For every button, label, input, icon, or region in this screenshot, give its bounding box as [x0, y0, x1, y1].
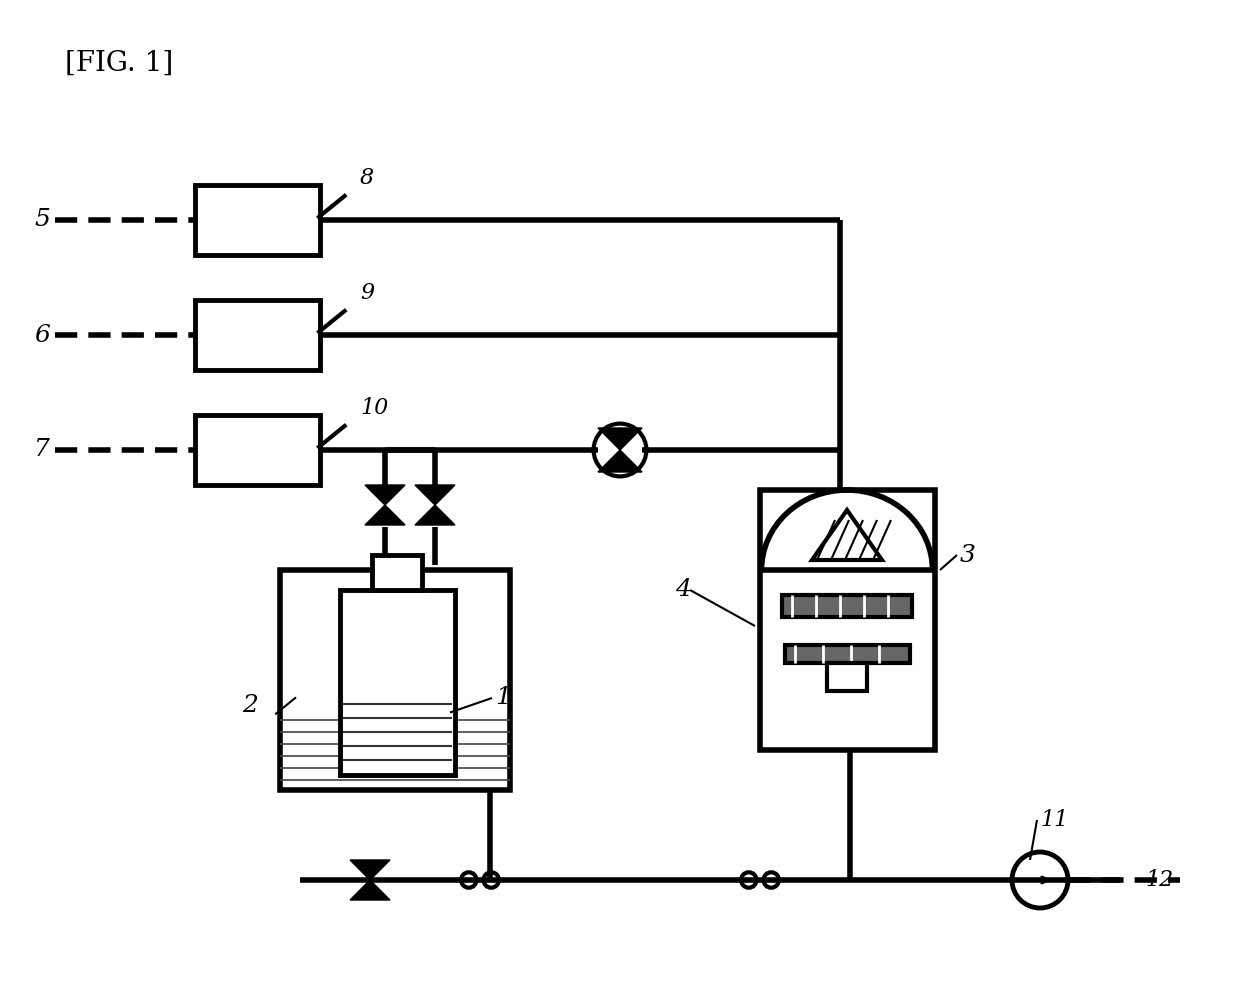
- Text: 10: 10: [360, 397, 388, 419]
- Bar: [195, 300, 320, 370]
- Bar: [195, 415, 320, 485]
- Text: 7: 7: [35, 438, 50, 461]
- Text: 1: 1: [495, 687, 511, 710]
- Text: [FIG. 1]: [FIG. 1]: [64, 50, 174, 77]
- Text: 6: 6: [35, 323, 50, 346]
- Bar: [195, 185, 320, 255]
- Polygon shape: [365, 485, 405, 505]
- Text: 3: 3: [960, 544, 976, 567]
- Text: 9: 9: [360, 282, 374, 304]
- Polygon shape: [350, 860, 391, 880]
- Text: 2: 2: [242, 694, 258, 717]
- Bar: [280, 570, 510, 790]
- Text: 5: 5: [35, 208, 50, 232]
- Polygon shape: [598, 450, 642, 472]
- Bar: [372, 555, 422, 590]
- Bar: [827, 663, 867, 691]
- Bar: [340, 590, 455, 775]
- Bar: [782, 595, 911, 617]
- Polygon shape: [598, 428, 642, 450]
- Text: 11: 11: [1040, 809, 1068, 831]
- Text: 12: 12: [1145, 869, 1173, 891]
- Polygon shape: [350, 880, 391, 900]
- Text: 4: 4: [675, 578, 691, 601]
- Polygon shape: [415, 485, 455, 505]
- Bar: [785, 645, 910, 663]
- Polygon shape: [365, 505, 405, 525]
- Bar: [760, 490, 935, 750]
- Text: 8: 8: [360, 167, 374, 189]
- Polygon shape: [415, 505, 455, 525]
